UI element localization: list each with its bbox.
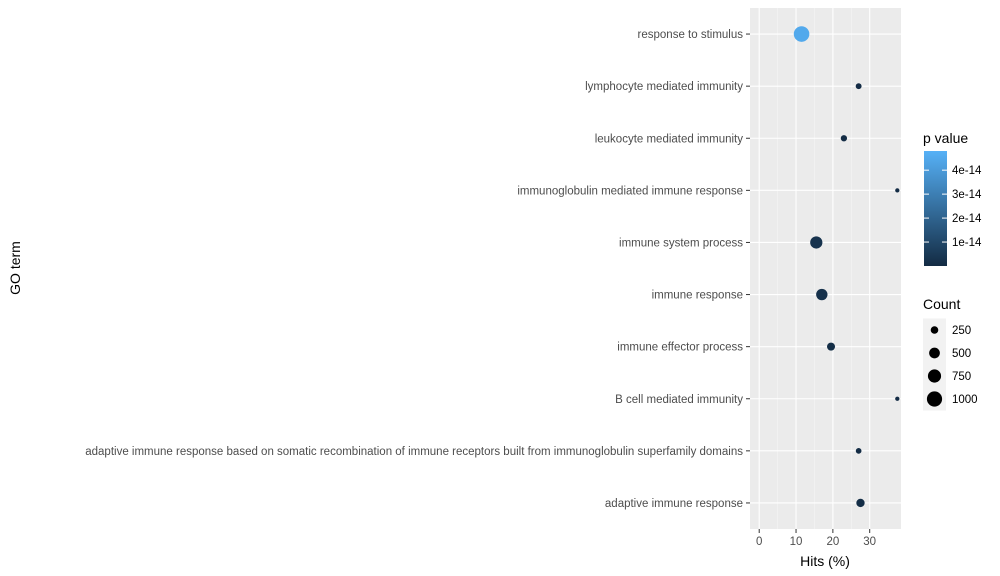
x-tick-label: 20 [826, 536, 839, 548]
x-axis-title: Hits (%) [800, 553, 850, 569]
y-tick-label: adaptive immune response [605, 498, 743, 510]
color-legend-label: 4e-14 [952, 165, 982, 177]
data-point [827, 342, 836, 351]
data-points [793, 26, 900, 508]
data-point [855, 448, 862, 454]
color-legend-label: 3e-14 [952, 189, 982, 201]
size-legend-label: 500 [952, 348, 971, 360]
color-legend-bar [924, 151, 947, 266]
y-tick-label: immune system process [619, 237, 743, 249]
size-legend-label: 1000 [952, 394, 978, 406]
x-tick-label: 0 [756, 536, 762, 548]
size-legend-key [927, 369, 942, 383]
size-legend-label: 750 [952, 371, 971, 383]
data-point [895, 396, 900, 401]
color-legend: p value 4e-14 3e-14 2e-14 1e-14 [923, 130, 982, 266]
y-tick-label: lymphocyte mediated immunity [585, 81, 743, 93]
size-legend-key [926, 391, 943, 407]
y-tick-label: leukocyte mediated immunity [595, 133, 744, 145]
y-axis-labels: response to stimulus lymphocyte mediated … [85, 29, 750, 510]
data-point [895, 188, 900, 193]
y-tick-label: immunoglobulin mediated immune response [517, 185, 743, 197]
data-point [816, 288, 828, 301]
grid-lines [750, 8, 901, 529]
size-legend: Count 250 500 750 1000 [923, 296, 978, 411]
plot-panel [750, 8, 901, 529]
size-legend-key [930, 326, 939, 334]
y-tick-label: response to stimulus [638, 29, 744, 41]
data-point [810, 236, 823, 249]
y-tick-label: immune response [652, 290, 743, 302]
data-point [855, 83, 862, 90]
y-tick-label: B cell mediated immunity [615, 394, 743, 406]
size-legend-key [929, 347, 940, 359]
x-tick-label: 10 [790, 536, 803, 548]
color-legend-title: p value [923, 130, 968, 146]
x-tick-label: 30 [863, 536, 876, 548]
data-point [793, 26, 810, 42]
x-axis-ticks: 0 10 20 30 [756, 529, 876, 548]
data-point [856, 498, 865, 508]
size-legend-label: 250 [952, 325, 971, 337]
y-tick-label: immune effector process [617, 342, 743, 354]
size-legend-title: Count [923, 296, 960, 312]
y-tick-label: adaptive immune response based on somati… [85, 446, 743, 458]
color-legend-label: 1e-14 [952, 237, 982, 249]
y-axis-title: GO term [7, 241, 23, 295]
color-legend-label: 2e-14 [952, 213, 982, 225]
data-point [840, 135, 848, 142]
